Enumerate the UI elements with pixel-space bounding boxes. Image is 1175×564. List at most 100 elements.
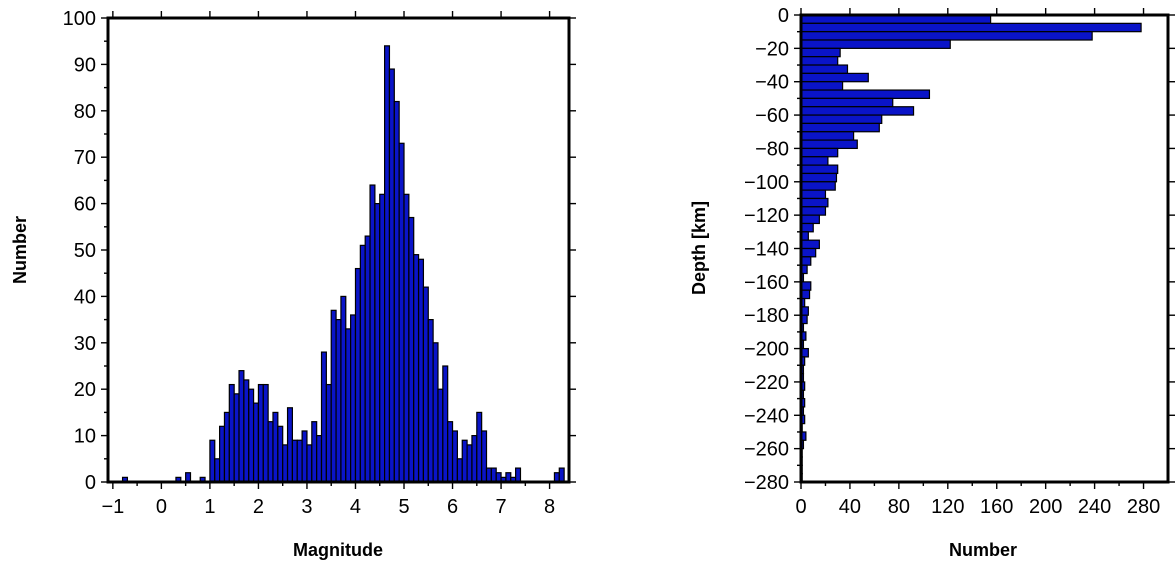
x-tick-label: 40 <box>839 496 861 518</box>
magnitude-bar <box>316 435 323 483</box>
y-tick-label: −200 <box>744 339 789 361</box>
x-tick-label: 120 <box>931 496 964 518</box>
depth-bar <box>800 222 814 233</box>
depth-bar <box>800 97 894 108</box>
magnitude-bar <box>330 309 337 483</box>
y-tick-label: −280 <box>744 472 789 494</box>
magnitude-bar <box>388 68 395 483</box>
y-tick-label: −240 <box>744 405 789 427</box>
magnitude-bar <box>447 421 454 483</box>
depth-histogram: 0 40 80 120 160 200 240 280 0 −20 −40 −60 −80 −100 −12… <box>689 5 1175 560</box>
x-tick-label: 6 <box>447 496 458 518</box>
magnitude-bar <box>325 383 332 483</box>
y-tick-label: −20 <box>755 38 789 60</box>
magnitude-bar <box>437 388 444 483</box>
y-tick-label: −40 <box>755 72 789 94</box>
depth-bar <box>800 139 858 150</box>
magnitude-bar <box>311 421 318 483</box>
y-tick-label: 100 <box>63 8 96 30</box>
magnitude-bar <box>398 142 405 483</box>
magnitude-bar <box>422 286 429 483</box>
depth-bar <box>800 164 839 175</box>
magnitude-bar <box>345 328 352 483</box>
y-tick-label: 20 <box>74 379 96 401</box>
depth-bar <box>800 64 849 74</box>
y-tick-label: −60 <box>755 105 789 127</box>
magnitude-bar <box>306 444 313 483</box>
magnitude-bar <box>427 319 434 483</box>
y-tick-label: 60 <box>74 194 96 216</box>
magnitude-bar <box>476 411 483 483</box>
x-tick-label: 0 <box>795 496 806 518</box>
magnitude-bar <box>301 430 308 483</box>
magnitude-bar <box>417 258 425 483</box>
y-tick-label: −160 <box>744 272 789 294</box>
depth-bar <box>800 181 836 191</box>
depth-bar <box>800 172 838 183</box>
magnitude-bar <box>320 351 327 483</box>
magnitude-bar <box>379 193 386 483</box>
depth-bar <box>800 189 827 200</box>
depth-bar <box>800 22 1142 33</box>
depth-bar <box>800 147 839 158</box>
y-tick-label: 0 <box>85 472 96 494</box>
magnitude-bar <box>369 184 376 483</box>
magnitude-bar <box>267 421 274 483</box>
magnitude-bar <box>277 425 284 483</box>
magnitude-bar <box>243 379 250 483</box>
magnitude-bar <box>340 295 347 483</box>
x-tick-label: 0 <box>156 496 167 518</box>
magnitude-bar <box>286 407 293 483</box>
x-tick-label: 160 <box>980 496 1013 518</box>
magnitude-bar <box>393 100 400 483</box>
magnitude-bar <box>451 430 458 483</box>
x-tick-label: −1 <box>101 496 124 518</box>
x-tick-label: 240 <box>1078 496 1111 518</box>
number-axis-title: Number <box>10 216 30 284</box>
depth-bar <box>800 56 839 66</box>
depth-bar <box>800 239 820 250</box>
magnitude-bar <box>432 342 439 483</box>
y-tick-label: −100 <box>744 172 789 194</box>
magnitude-bar <box>262 383 269 483</box>
magnitude-bar <box>515 467 522 483</box>
number-axis-title-right: Number <box>949 540 1017 560</box>
x-tick-label: 280 <box>1127 496 1160 518</box>
magnitude-bar <box>354 267 361 483</box>
magnitude-bar <box>223 411 230 483</box>
depth-bar <box>800 72 869 83</box>
magnitude-bar <box>296 439 303 483</box>
y-tick-label: −220 <box>744 372 789 394</box>
depth-bar <box>800 197 829 208</box>
magnitude-bar <box>490 467 497 483</box>
y-tick-label: 40 <box>74 286 96 308</box>
magnitude-bar <box>359 244 366 483</box>
x-tick-label: 80 <box>888 496 910 518</box>
magnitude-bar <box>374 203 381 483</box>
magnitude-axis-title: Magnitude <box>293 540 383 560</box>
magnitude-bar <box>257 383 264 483</box>
magnitude-bar <box>291 439 298 483</box>
depth-bar <box>800 31 1093 41</box>
magnitude-bar <box>558 467 565 483</box>
x-tick-label: 200 <box>1029 496 1062 518</box>
y-tick-label: 50 <box>74 240 96 262</box>
magnitude-bar <box>461 439 468 483</box>
magnitude-bar <box>219 425 226 483</box>
depth-bars <box>800 14 1142 483</box>
depth-bar <box>800 114 883 125</box>
magnitude-bar <box>248 388 255 483</box>
x-tick-label: 4 <box>350 496 361 518</box>
magnitude-bar <box>238 370 245 483</box>
magnitude-bar <box>282 444 289 483</box>
x-tick-label: 7 <box>496 496 507 518</box>
depth-bar <box>800 156 829 166</box>
depth-bar <box>800 47 841 58</box>
magnitude-bar <box>471 435 478 483</box>
x-tick-label: 8 <box>544 496 555 518</box>
magnitude-bar <box>272 411 279 483</box>
depth-bar <box>800 206 827 216</box>
depth-bar <box>800 247 817 258</box>
